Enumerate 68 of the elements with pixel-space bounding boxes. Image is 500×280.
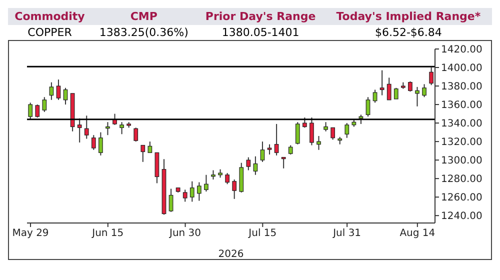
candlestick — [42, 96, 47, 112]
x-tick-label: Jul 31 — [332, 228, 362, 240]
candlestick — [274, 123, 279, 156]
candlestick — [267, 144, 272, 156]
candlestick — [140, 144, 146, 162]
candlestick — [316, 136, 321, 150]
candlestick — [358, 114, 364, 124]
x-tick-label: Jun 30 — [168, 228, 202, 240]
candlestick — [295, 122, 300, 145]
candlestick — [415, 86, 420, 107]
candlestick — [288, 144, 293, 156]
candlestick — [28, 102, 33, 120]
y-tick-label: 1340.00 — [441, 118, 482, 130]
x-tick-label: Jun 15 — [91, 228, 124, 240]
candlestick — [211, 170, 216, 180]
candlestick — [310, 116, 314, 146]
candlestick — [196, 182, 202, 202]
candlestick — [324, 122, 328, 132]
candlestick — [366, 96, 370, 118]
candlestick — [372, 89, 378, 104]
x-tick-label: Jul 15 — [248, 228, 277, 240]
candlestick — [246, 156, 251, 171]
candlestick — [386, 77, 392, 100]
candlestick — [35, 104, 40, 118]
y-tick-label: 1280.00 — [441, 174, 482, 186]
text: COPPER — [26, 25, 73, 40]
candlestick — [77, 118, 82, 143]
candlestick — [225, 172, 230, 185]
candlestick — [394, 87, 398, 100]
candlestick — [91, 134, 96, 150]
candlestick — [253, 156, 258, 176]
candlestick — [98, 132, 103, 156]
candlestick — [56, 79, 61, 100]
candlestick — [190, 180, 194, 202]
candlestick — [281, 156, 286, 169]
candlestick — [344, 122, 350, 138]
y-tick-label: 1400.00 — [441, 63, 482, 74]
candlestick — [182, 189, 188, 202]
candlestick — [84, 115, 89, 140]
y-tick-label: 1320.00 — [441, 137, 482, 148]
candlestick — [302, 116, 307, 128]
y-tick-label: 1360.00 — [441, 100, 482, 112]
x-axis-title: 2026 — [218, 249, 244, 260]
candlestick — [422, 84, 426, 98]
text: 1383.25(0.36%) — [98, 25, 190, 40]
y-tick-label: 1300.00 — [441, 156, 482, 167]
candlestick — [408, 80, 412, 92]
candlestick — [380, 70, 384, 96]
x-tick-label: Aug 14 — [400, 228, 436, 240]
candlestick — [330, 127, 335, 140]
candlestick — [260, 141, 265, 162]
y-tick-label: 1240.00 — [441, 211, 482, 222]
candlestick — [120, 122, 124, 135]
candlestick — [49, 82, 54, 100]
candlestick — [112, 113, 117, 126]
text: 1380.05-1401 — [220, 25, 300, 40]
candlestick — [134, 127, 138, 142]
candlestick — [168, 188, 174, 212]
y-tick-label: 1260.00 — [441, 192, 482, 204]
candlestick — [106, 122, 110, 136]
candlestick — [63, 87, 68, 106]
candlestick — [148, 141, 152, 154]
y-tick-label: 1380.00 — [441, 82, 482, 93]
x-tick-label: May 29 — [12, 228, 49, 240]
y-tick-label: 1420.00 — [441, 44, 482, 56]
text: $6.52-$6.84 — [374, 25, 443, 40]
candlestick — [204, 174, 208, 192]
candlestick — [232, 179, 237, 200]
